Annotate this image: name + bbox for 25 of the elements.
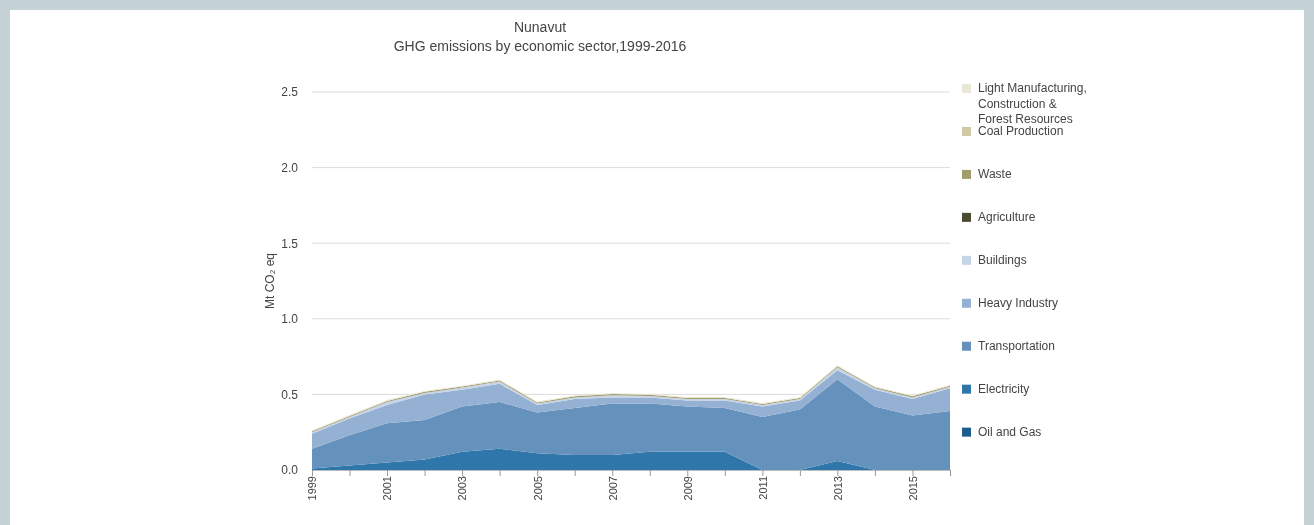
legend-label: Electricity [978, 381, 1030, 396]
x-tick-label: 2005 [531, 476, 544, 501]
legend-label: Waste [978, 166, 1012, 181]
x-tick-label: 2013 [831, 476, 844, 501]
legend-label: Heavy Industry [978, 295, 1059, 310]
x-tick-label: 2015 [906, 476, 919, 501]
y-tick-label: 2.0 [281, 160, 299, 175]
x-tick-label: 2009 [681, 476, 694, 501]
y-tick-label: 0.5 [281, 387, 299, 402]
legend-label: Agriculture [978, 209, 1036, 224]
y-tick-label: 2.5 [281, 85, 299, 100]
x-tick-label: 2011 [756, 476, 769, 500]
y-tick-label: 1.0 [281, 312, 299, 327]
legend-label: Buildings [978, 252, 1027, 267]
y-axis-title: Mt CO₂ eq [263, 252, 277, 310]
legend-label: Transportation [978, 338, 1055, 353]
y-tick-label: 1.5 [281, 236, 299, 251]
x-tick-label: 2003 [456, 476, 469, 501]
y-tick-label: 0.0 [281, 463, 299, 478]
legend-label: Oil and Gas [978, 424, 1042, 439]
x-tick-label: 1999 [306, 476, 319, 501]
x-tick-label: 2007 [606, 476, 619, 501]
chart-title: Nunavut [513, 19, 567, 35]
x-tick-label: 2001 [381, 476, 394, 501]
chart-subtitle: GHG emissions by economic sector,1999-2016 [393, 38, 687, 54]
